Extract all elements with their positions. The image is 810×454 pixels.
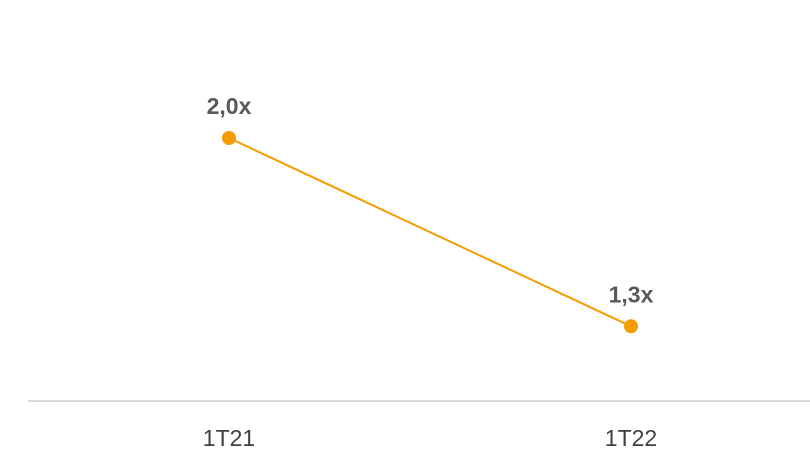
marker	[222, 131, 236, 145]
x-tick-label: 1T22	[605, 425, 657, 451]
data-label: 1,3x	[609, 281, 654, 307]
x-tick-label: 1T21	[203, 425, 255, 451]
marker	[624, 319, 638, 334]
data-label: 2,0x	[207, 93, 252, 119]
line	[228, 137, 632, 328]
